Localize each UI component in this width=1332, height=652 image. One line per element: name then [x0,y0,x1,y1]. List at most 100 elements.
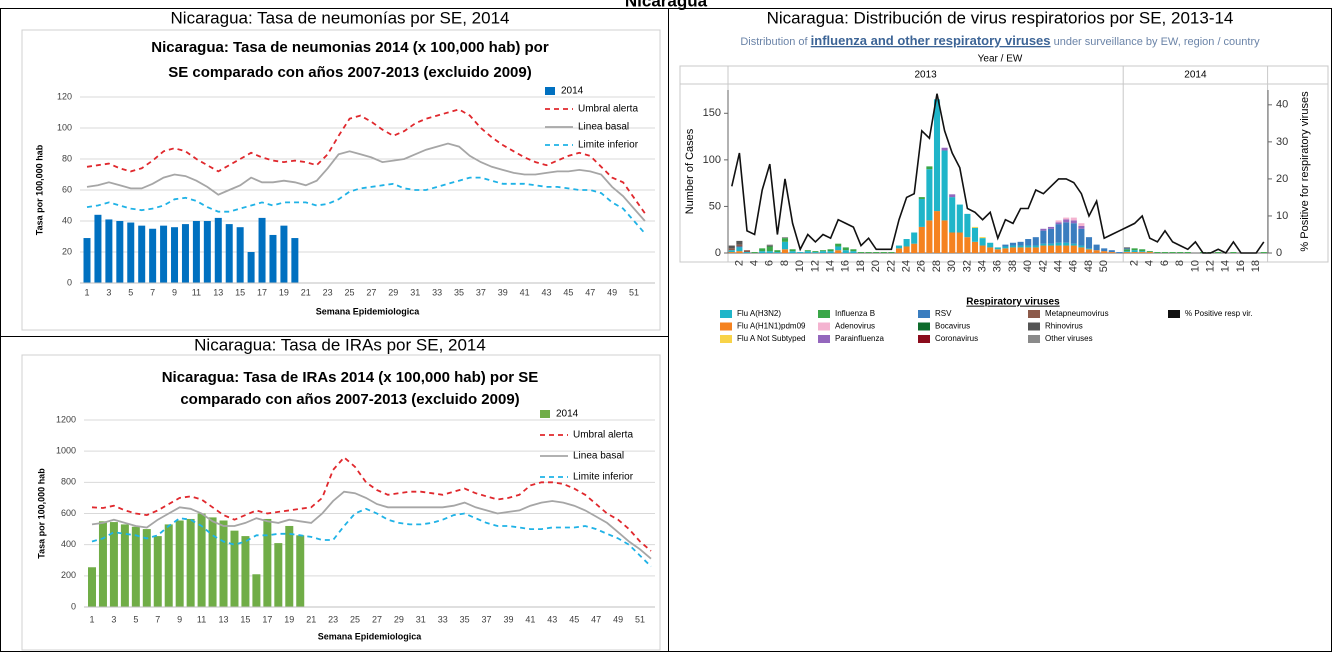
x-axis-title: Year / EW [978,54,1023,65]
bar [280,225,288,283]
bar-segment [956,232,963,253]
bar-segment [1123,249,1131,252]
x-tick-label: 3 [106,287,111,297]
legend-label: Linea basal [578,122,629,133]
x-tick-label: 19 [279,287,289,297]
legend-swatch [918,322,930,331]
y2-tick-label: 10 [1276,210,1288,222]
legend-label: Metapneumovirus [1045,309,1109,318]
legend-swatch [540,410,550,418]
x-tick-label: 8 [1174,260,1186,266]
bar-segment [1139,251,1146,253]
bar-segment [759,248,766,252]
bar-segment [1123,248,1131,250]
bar [98,521,107,607]
bar [105,219,113,283]
legend-swatch [1028,335,1040,343]
bar-segment [1017,247,1024,253]
subtitle-part: Distribution of [740,36,810,48]
x-tick-label: 13 [219,614,229,624]
bar-segment [736,251,743,253]
y-tick-label: 20 [62,246,72,256]
x-tick-label: 39 [503,614,513,624]
bar-segment [979,238,986,246]
legend-swatch [1028,310,1040,318]
bar-segment [766,251,773,253]
x-tick-label: 37 [482,614,492,624]
bar [120,524,129,607]
bar-segment [781,238,789,242]
x-tick-label: 49 [607,287,617,297]
bar [285,525,294,607]
bar-segment [1123,247,1131,249]
x-tick-label: 28 [931,260,943,272]
x-tick-label: 32 [961,260,973,272]
x-tick-label: 11 [192,287,201,297]
x-tick-label: 15 [235,287,245,297]
bar-segment [766,245,773,247]
x-tick-label: 19 [284,614,294,624]
bar-segment [1123,251,1131,253]
bar-segment [1085,237,1093,249]
bar-segment [1009,245,1017,248]
bar-segment [1070,223,1077,244]
x-tick-label: 14 [1220,260,1232,272]
bar-segment [1139,249,1146,252]
legend-label: Influenza B [835,309,875,318]
x-tick-label: 51 [629,287,639,297]
bar-segment [1108,252,1115,253]
bar-segment [918,226,925,253]
bar-segment [804,251,811,253]
bar-segment [789,251,796,253]
bar-segment [1078,245,1085,248]
bar-segment [911,232,918,244]
bar-segment [865,252,872,253]
x-tick-label: 24 [901,260,913,272]
legend-label: Limite inferior [573,472,634,483]
bar [263,518,272,607]
bar-segment [766,246,773,252]
bar [241,536,250,607]
y-axis-label: Tasa por 100,000 hab [36,468,46,559]
legend-title: Respiratory viruses [966,297,1060,308]
bar [197,513,206,607]
bar-segment [812,251,819,253]
x-tick-label: 5 [128,287,133,297]
bar [94,214,102,283]
bar-segment [1230,252,1237,253]
bar-segment [926,166,933,170]
bar-segment [789,249,796,252]
x-tick-label: 27 [366,287,376,297]
bar [291,238,299,283]
x-tick-label: 14 [825,260,837,272]
bar-segment [728,252,735,253]
bar-segment [728,248,735,251]
bar [88,567,96,607]
bar [252,574,261,607]
bar [83,238,91,283]
bar [138,225,146,283]
x-tick-label: 25 [345,287,355,297]
x-tick-label: 8 [779,260,791,266]
y2-axis-label: % Positive for respiratory viruses [1299,91,1311,252]
x-tick-label: 37 [476,287,486,297]
subtitle-part: under surveillance by EW, region / count… [1051,36,1261,48]
x-tick-label: 21 [301,287,311,297]
bar-segment [1055,222,1062,225]
bar-segment [1063,245,1070,253]
x-tick-label: 15 [240,614,250,624]
x-tick-label: 1 [84,287,89,297]
bar-segment [850,251,857,253]
x-tick-label: 18 [855,260,867,272]
bar [142,529,151,607]
bar-segment [1032,237,1039,246]
bar-segment [1184,252,1191,253]
bar-segment [827,251,834,253]
legend-label: RSV [935,309,952,318]
bar-segment [1040,230,1047,244]
bar-segment [1093,244,1100,251]
x-tick-label: 16 [1235,260,1247,272]
x-tick-label: 39 [498,287,508,297]
x-tick-label: 12 [1205,260,1217,272]
x-tick-label: 49 [613,614,623,624]
